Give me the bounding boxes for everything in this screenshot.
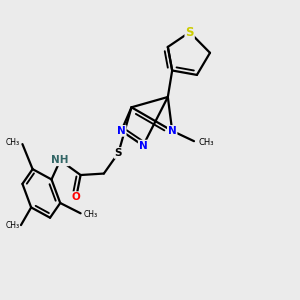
Text: N: N bbox=[139, 141, 148, 151]
Text: CH₃: CH₃ bbox=[83, 210, 98, 219]
Text: CH₃: CH₃ bbox=[5, 220, 20, 230]
Text: N: N bbox=[168, 126, 177, 136]
Text: CH₃: CH₃ bbox=[198, 138, 214, 147]
Text: NH: NH bbox=[52, 155, 69, 165]
Text: N: N bbox=[117, 126, 126, 136]
Text: CH₃: CH₃ bbox=[5, 138, 20, 147]
Text: O: O bbox=[72, 192, 81, 202]
Text: S: S bbox=[115, 148, 122, 158]
Text: S: S bbox=[185, 26, 194, 39]
